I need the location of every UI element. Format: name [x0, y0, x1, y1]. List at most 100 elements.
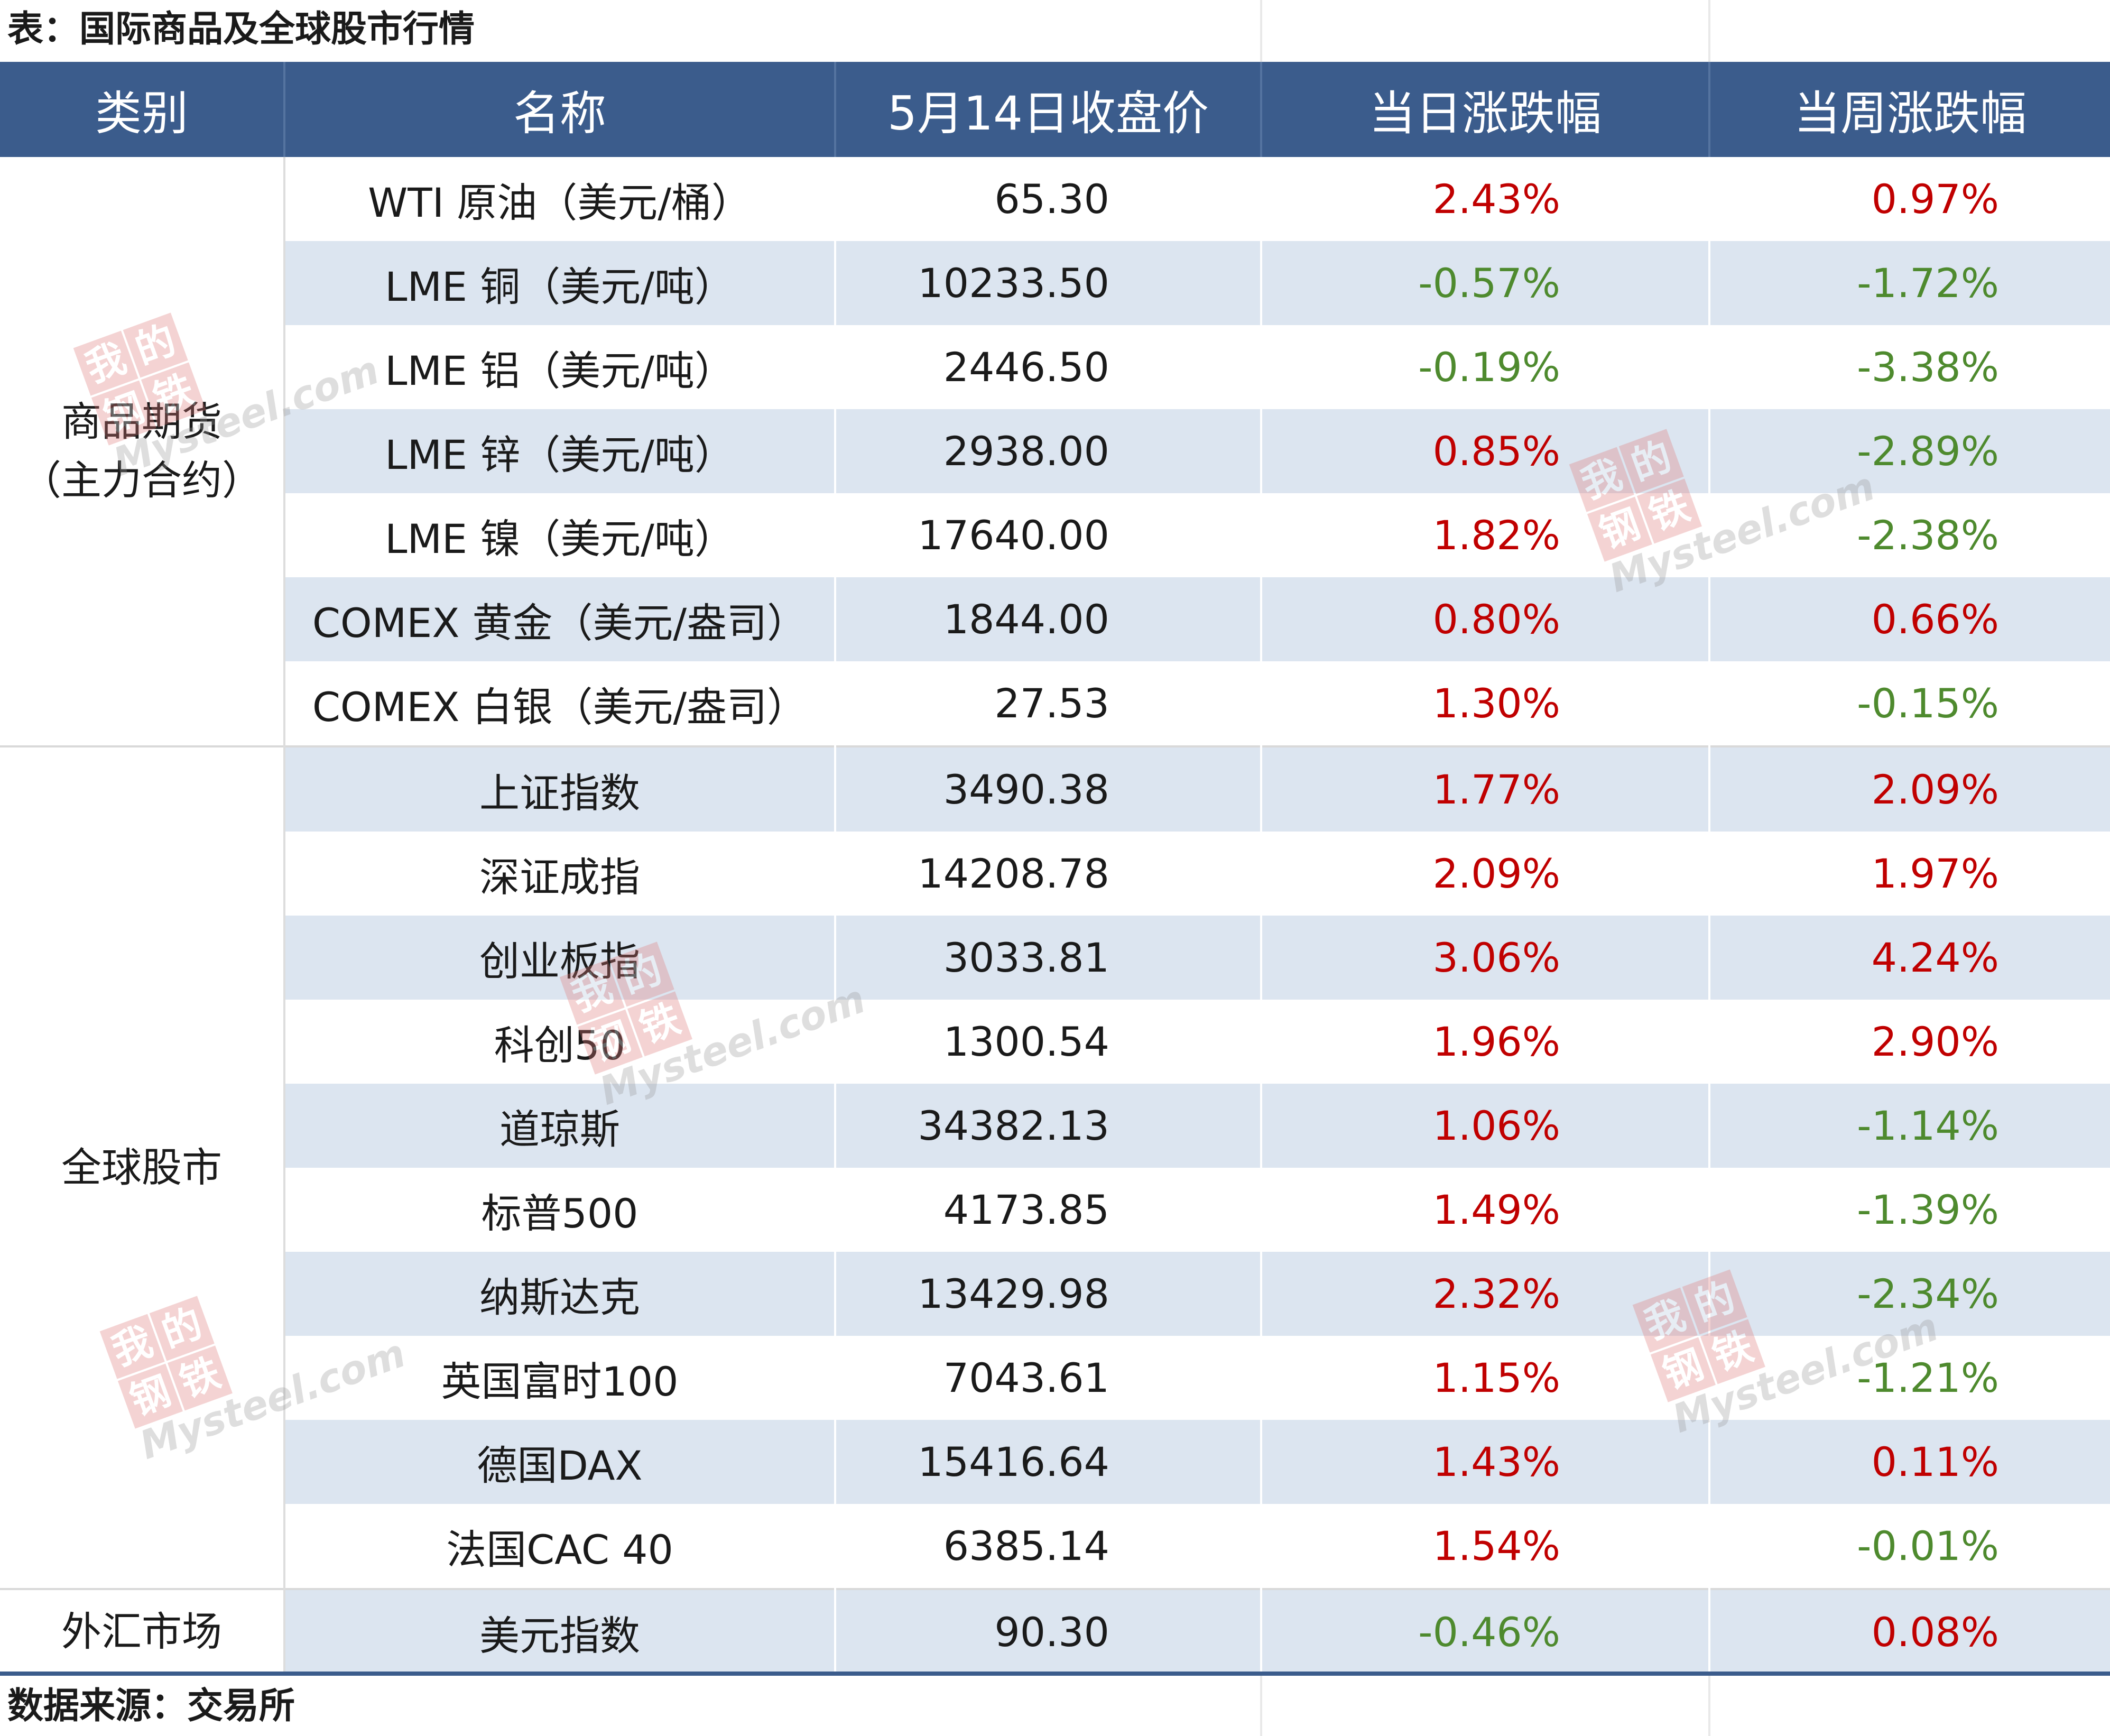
daily-change: 1.30% [1261, 661, 1710, 746]
header-category: 类别 [0, 62, 285, 157]
daily-change: -0.57% [1261, 241, 1710, 325]
close-price: 15416.64 [835, 1420, 1262, 1504]
daily-change: 2.43% [1261, 157, 1710, 241]
daily-change: 0.85% [1261, 409, 1710, 493]
daily-change: 1.49% [1261, 1168, 1710, 1252]
category-sublabel: （主力合约） [21, 456, 262, 504]
daily-change: 1.82% [1261, 493, 1710, 577]
close-price: 3033.81 [835, 916, 1262, 1000]
weekly-change: -3.38% [1709, 325, 2110, 409]
table-row: 深证成指 14208.78 2.09% 1.97% [0, 832, 2110, 916]
table-row: 英国富时100 7043.61 1.15% -1.21% [0, 1336, 2110, 1420]
daily-change: 1.96% [1261, 1000, 1710, 1084]
daily-change: 1.43% [1261, 1420, 1710, 1504]
instrument-name: 美元指数 [284, 1588, 836, 1674]
weekly-change: -2.34% [1709, 1252, 2110, 1336]
close-price: 3490.38 [835, 745, 1262, 832]
weekly-change: 0.11% [1709, 1420, 2110, 1504]
close-price: 13429.98 [835, 1252, 1262, 1336]
weekly-change: 2.90% [1709, 1000, 2110, 1084]
table-row: 创业板指 3033.81 3.06% 4.24% [0, 916, 2110, 1000]
table-row: 科创50 1300.54 1.96% 2.90% [0, 1000, 2110, 1084]
instrument-name: COMEX 白银（美元/盎司） [284, 661, 836, 746]
category-cell: 外汇市场 [0, 1588, 285, 1674]
table-row: LME 锌（美元/吨） 2938.00 0.85% -2.89% [0, 409, 2110, 493]
instrument-name: 德国DAX [284, 1420, 836, 1504]
header-name: 名称 [284, 62, 836, 157]
close-price: 14208.78 [835, 832, 1262, 916]
table-row: 外汇市场 美元指数 90.30 -0.46% 0.08% [0, 1588, 2110, 1674]
category-label: 全球股市 [61, 1143, 222, 1191]
close-price: 2938.00 [835, 409, 1262, 493]
table-row: 纳斯达克 13429.98 2.32% -2.34% [0, 1252, 2110, 1336]
weekly-change: 2.09% [1709, 745, 2110, 832]
close-price: 6385.14 [835, 1504, 1262, 1589]
weekly-change: 0.97% [1709, 157, 2110, 241]
daily-change: -0.19% [1261, 325, 1710, 409]
table-row: 全球股市 上证指数 3490.38 1.77% 2.09% [0, 745, 2110, 1589]
category-cell: 商品期货 （主力合约） [0, 157, 285, 746]
weekly-change: 4.24% [1709, 916, 2110, 1000]
header-daily-change: 当日涨跌幅 [1261, 62, 1710, 157]
instrument-name: 创业板指 [284, 916, 836, 1000]
table-caption: 表：国际商品及全球股市行情 [7, 8, 475, 50]
instrument-name: 标普500 [284, 1168, 836, 1252]
weekly-change: -2.89% [1709, 409, 2110, 493]
table-row: 道琼斯 34382.13 1.06% -1.14% [0, 1084, 2110, 1168]
instrument-name: LME 锌（美元/吨） [284, 409, 836, 493]
instrument-name: LME 铜（美元/吨） [284, 241, 836, 325]
instrument-name: LME 铝（美元/吨） [284, 325, 836, 409]
instrument-name: 法国CAC 40 [284, 1504, 836, 1589]
table-row: 商品期货 （主力合约） WTI 原油（美元/桶）65.302.43%0.97% [0, 157, 2110, 746]
weekly-change: -0.15% [1709, 661, 2110, 746]
close-price: 1844.00 [835, 577, 1262, 661]
close-price: 17640.00 [835, 493, 1262, 577]
instrument-name: 科创50 [284, 1000, 836, 1084]
header-weekly-change: 当周涨跌幅 [1709, 62, 2110, 157]
table-row: 标普500 4173.85 1.49% -1.39% [0, 1168, 2110, 1252]
weekly-change: -1.72% [1709, 241, 2110, 325]
daily-change: 1.06% [1261, 1084, 1710, 1168]
weekly-change: 0.66% [1709, 577, 2110, 661]
daily-change: 1.54% [1261, 1504, 1710, 1589]
category-label: 商品期货 [0, 393, 283, 451]
instrument-name: WTI 原油（美元/桶） [284, 157, 836, 241]
instrument-name: 道琼斯 [284, 1084, 836, 1168]
table-row: LME 铜（美元/吨） 10233.50 -0.57% -1.72% [0, 241, 2110, 325]
daily-change: 1.77% [1261, 745, 1710, 832]
weekly-change: -2.38% [1709, 493, 2110, 577]
close-price: 2446.50 [835, 325, 1262, 409]
source-note: 数据来源：交易所 [7, 1685, 295, 1727]
weekly-change: 1.97% [1709, 832, 2110, 916]
header-close-price: 5月14日收盘价 [835, 62, 1262, 157]
header-row: 类别 名称 5月14日收盘价 当日涨跌幅 当周涨跌幅 [0, 62, 2110, 157]
close-price: 7043.61 [835, 1336, 1262, 1420]
daily-change: 0.80% [1261, 577, 1710, 661]
weekly-change: 0.08% [1709, 1588, 2110, 1674]
weekly-change: -1.21% [1709, 1336, 2110, 1420]
close-price: 65.30 [835, 157, 1262, 241]
instrument-name: COMEX 黄金（美元/盎司） [284, 577, 836, 661]
daily-change: 3.06% [1261, 916, 1710, 1000]
instrument-name: 深证成指 [284, 832, 836, 916]
table-row: 德国DAX 15416.64 1.43% 0.11% [0, 1420, 2110, 1504]
weekly-change: -1.39% [1709, 1168, 2110, 1252]
close-price: 90.30 [835, 1588, 1262, 1674]
table-row: COMEX 白银（美元/盎司） 27.53 1.30% -0.15% [0, 661, 2110, 746]
close-price: 10233.50 [835, 241, 1262, 325]
instrument-name: 英国富时100 [284, 1336, 836, 1420]
daily-change: -0.46% [1261, 1588, 1710, 1674]
close-price: 1300.54 [835, 1000, 1262, 1084]
close-price: 34382.13 [835, 1084, 1262, 1168]
table-row: 法国CAC 40 6385.14 1.54% -0.01% [0, 1504, 2110, 1589]
table-row: LME 镍（美元/吨） 17640.00 1.82% -2.38% [0, 493, 2110, 577]
daily-change: 2.32% [1261, 1252, 1710, 1336]
daily-change: 2.09% [1261, 832, 1710, 916]
table-row: COMEX 黄金（美元/盎司） 1844.00 0.80% 0.66% [0, 577, 2110, 661]
category-label: 外汇市场 [61, 1608, 222, 1656]
close-price: 27.53 [835, 661, 1262, 746]
daily-change: 1.15% [1261, 1336, 1710, 1420]
table-body: 商品期货（主力合约）WTI 原油（美元/桶）65.302.43%0.97%LME… [0, 157, 2110, 1674]
weekly-change: -0.01% [1709, 1504, 2110, 1589]
bottom-rule [0, 1672, 2110, 1676]
